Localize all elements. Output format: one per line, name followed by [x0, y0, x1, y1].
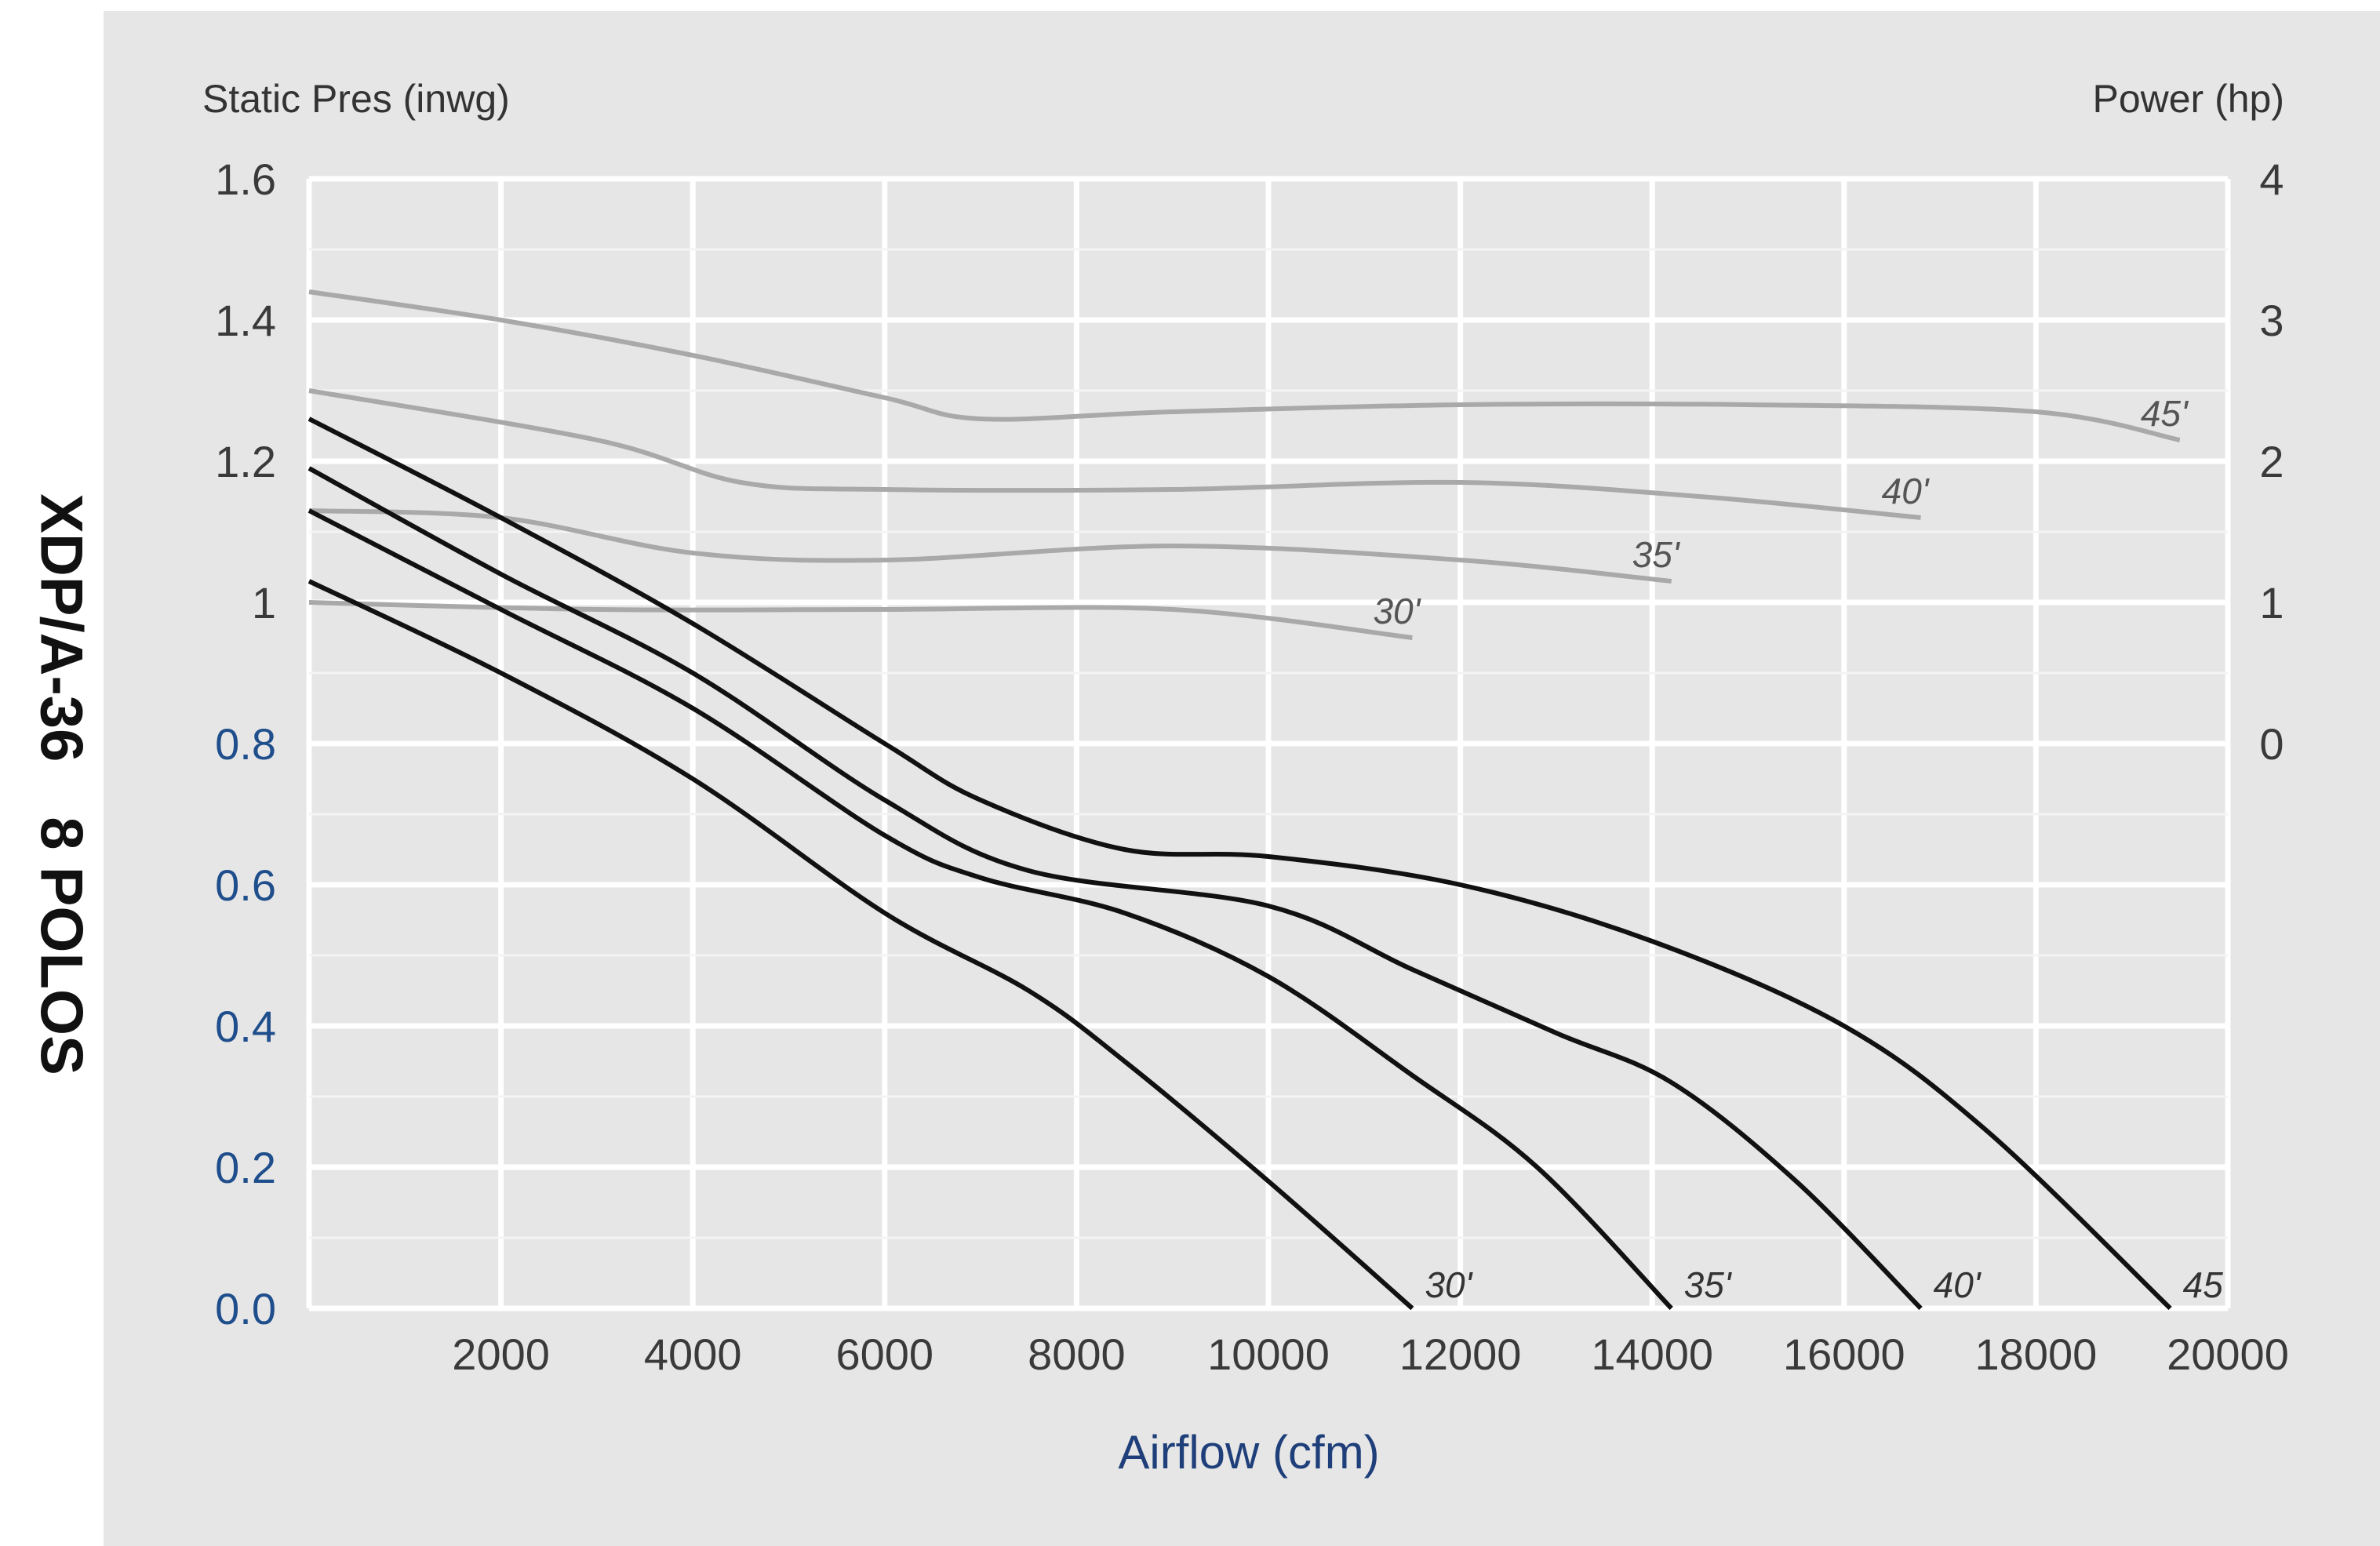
x-tick-label: 4000 [644, 1330, 742, 1379]
x-tick-label: 20000 [2167, 1330, 2289, 1379]
x-tick-label: 12000 [1399, 1330, 1522, 1379]
power-curve-label: 35' [1632, 534, 1681, 575]
x-tick-label: 8000 [1028, 1330, 1126, 1379]
x-tick-label: 2000 [452, 1330, 550, 1379]
y-left-tick-label: 1.2 [215, 437, 276, 486]
y-left-tick-label: 0.4 [215, 1002, 276, 1051]
power-curve-1 [308, 600, 1413, 640]
x-tick-label: 10000 [1207, 1330, 1330, 1379]
curve-labels: 30' 35' 40' 45' 30' 35' 40' 45 [1373, 393, 2223, 1305]
y-left-tick-label: 1.4 [215, 296, 276, 345]
y-right-tick-label: 3 [2259, 296, 2284, 345]
power-curve-label: 45' [2141, 393, 2189, 434]
y-right-tick-label: 4 [2259, 155, 2284, 204]
y-right-tick-label: 0 [2259, 719, 2284, 769]
pressure-curve-4 [308, 417, 2172, 1311]
y-right-tick-label: 2 [2259, 437, 2284, 486]
power-curve-4 [308, 289, 2181, 442]
y-left-tick-label: 0.8 [215, 719, 276, 769]
y-left-tick-label: 1 [252, 578, 276, 627]
x-tick-label: 16000 [1783, 1330, 1905, 1379]
y-left-tick-label: 0.0 [215, 1284, 276, 1333]
pressure-curve-label: 35' [1684, 1264, 1733, 1305]
chart-panel [104, 11, 2380, 1546]
pressure-curve-2 [308, 508, 1673, 1311]
pressure-curve-1 [308, 579, 1414, 1311]
y-left-tick-label: 1.6 [215, 155, 276, 204]
y-axis-left-title: Static Pres (inwg) [202, 77, 510, 121]
power-curve-label: 30' [1373, 591, 1421, 631]
x-tick-label: 18000 [1975, 1330, 2098, 1379]
axis-ticks: 2000 4000 6000 8000 10000 12000 14000 16000 1800… [215, 155, 2289, 1379]
power-curve-3 [308, 388, 1921, 520]
pressure-curve-3 [308, 466, 1923, 1311]
y-right-tick-label: 1 [2259, 578, 2284, 627]
pressure-curves [308, 417, 2172, 1311]
x-axis-title: Airflow (cfm) [1118, 1426, 1379, 1479]
x-tick-label: 6000 [836, 1330, 934, 1379]
gridlines [306, 176, 2231, 1311]
y-axis-right-title: Power (hp) [2092, 77, 2284, 121]
pressure-curve-label: 40' [1934, 1264, 1982, 1305]
y-left-tick-label: 0.6 [215, 860, 276, 910]
y-left-tick-label: 0.2 [215, 1143, 276, 1192]
power-curve-label: 40' [1882, 471, 1931, 511]
pressure-curve-label: 30' [1425, 1264, 1473, 1305]
pressure-curve-label: 45 [2183, 1264, 2224, 1305]
x-tick-label: 14000 [1591, 1330, 1713, 1379]
